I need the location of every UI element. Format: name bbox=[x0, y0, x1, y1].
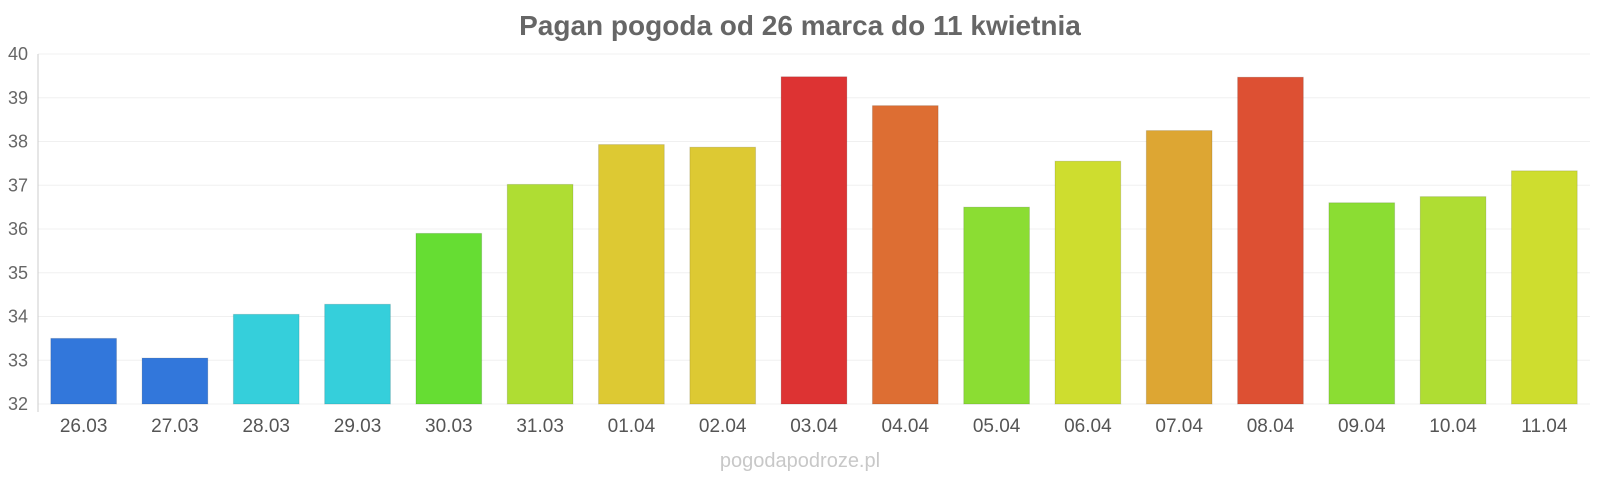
y-tick-label: 34 bbox=[8, 307, 28, 327]
bar-03.04[interactable] bbox=[780, 76, 848, 405]
bar-06.04[interactable] bbox=[1054, 160, 1122, 405]
x-tick-label: 26.03 bbox=[60, 416, 108, 437]
x-tick-label: 08.04 bbox=[1247, 416, 1295, 437]
x-tick-label: 02.04 bbox=[699, 416, 747, 437]
x-tick-label: 04.04 bbox=[882, 416, 930, 437]
x-tick-label: 01.04 bbox=[608, 416, 656, 437]
bar-07.04[interactable] bbox=[1145, 130, 1213, 405]
x-tick-label: 27.03 bbox=[151, 416, 199, 437]
x-tick-label: 07.04 bbox=[1155, 416, 1203, 437]
x-tick-label: 11.04 bbox=[1521, 416, 1568, 437]
bar-30.03[interactable] bbox=[415, 232, 483, 405]
x-tick-label: 09.04 bbox=[1338, 416, 1386, 437]
y-tick-label: 38 bbox=[8, 132, 28, 152]
y-tick-label: 32 bbox=[8, 394, 28, 414]
bar-31.03[interactable] bbox=[506, 183, 574, 405]
bar-04.04[interactable] bbox=[871, 105, 939, 405]
y-tick-label: 35 bbox=[8, 263, 28, 283]
bar-10.04[interactable] bbox=[1419, 196, 1487, 405]
chart-title: Pagan pogoda od 26 marca do 11 kwietnia bbox=[519, 10, 1081, 41]
y-tick-label: 39 bbox=[8, 88, 28, 108]
x-tick-label: 28.03 bbox=[242, 416, 290, 437]
bar-09.04[interactable] bbox=[1328, 202, 1396, 405]
bar-05.04[interactable] bbox=[963, 206, 1030, 405]
y-tick-label: 33 bbox=[8, 350, 28, 370]
bar-08.04[interactable] bbox=[1237, 76, 1304, 405]
x-tick-label: 31.03 bbox=[516, 416, 564, 437]
x-tick-label: 30.03 bbox=[425, 416, 473, 437]
y-tick-label: 37 bbox=[8, 175, 28, 195]
x-tick-label: 29.03 bbox=[334, 416, 382, 437]
y-tick-label: 40 bbox=[8, 44, 28, 64]
bar-28.03[interactable] bbox=[232, 313, 300, 405]
x-tick-label: 06.04 bbox=[1064, 416, 1112, 437]
bar-29.03[interactable] bbox=[324, 303, 391, 405]
bar-26.03[interactable] bbox=[50, 337, 118, 405]
x-tick-label: 03.04 bbox=[790, 416, 838, 437]
footer-watermark: pogodapodroze.pl bbox=[719, 450, 881, 472]
bar-11.04[interactable] bbox=[1510, 170, 1578, 405]
x-tick-label: 05.04 bbox=[973, 416, 1021, 437]
bar-02.04[interactable] bbox=[689, 146, 757, 405]
bar-01.04[interactable] bbox=[598, 144, 665, 405]
y-tick-label: 36 bbox=[8, 219, 28, 239]
bar-27.03[interactable] bbox=[141, 357, 209, 405]
x-tick-label: 10.04 bbox=[1429, 416, 1477, 437]
